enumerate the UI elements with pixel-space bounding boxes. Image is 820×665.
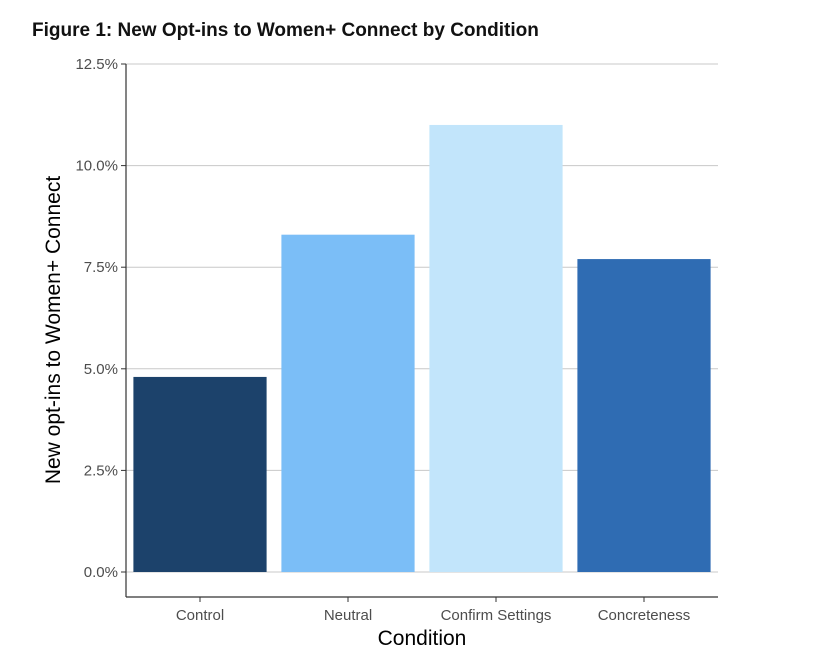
y-tick-label: 5.0% xyxy=(84,361,118,378)
figure-title: Figure 1: New Opt-ins to Women+ Connect … xyxy=(32,20,539,41)
bar-confirm-settings xyxy=(429,124,563,573)
y-tick-label: 10.0% xyxy=(75,158,118,175)
x-tick-label: Concreteness xyxy=(598,607,691,624)
y-tick-label: 2.5% xyxy=(84,462,118,479)
bar-neutral xyxy=(281,234,415,573)
y-tick-label: 12.5% xyxy=(75,56,118,73)
x-axis-title: Condition xyxy=(378,627,467,650)
x-tick-label: Confirm Settings xyxy=(441,607,552,624)
y-tick-label: 7.5% xyxy=(84,259,118,276)
bars xyxy=(133,124,711,573)
x-tick-label: Neutral xyxy=(324,607,372,624)
y-tick-label: 0.0% xyxy=(84,564,118,581)
bar-control xyxy=(133,376,267,572)
y-ticks: 0.0% 2.5% 5.0% 7.5% 10.0% 12.5% xyxy=(75,56,126,581)
bar-concreteness xyxy=(577,259,711,572)
x-ticks: Control Neutral Confirm Settings Concretene… xyxy=(176,597,690,624)
y-axis-title: New opt-ins to Women+ Connect xyxy=(42,176,65,485)
x-tick-label: Control xyxy=(176,607,224,624)
